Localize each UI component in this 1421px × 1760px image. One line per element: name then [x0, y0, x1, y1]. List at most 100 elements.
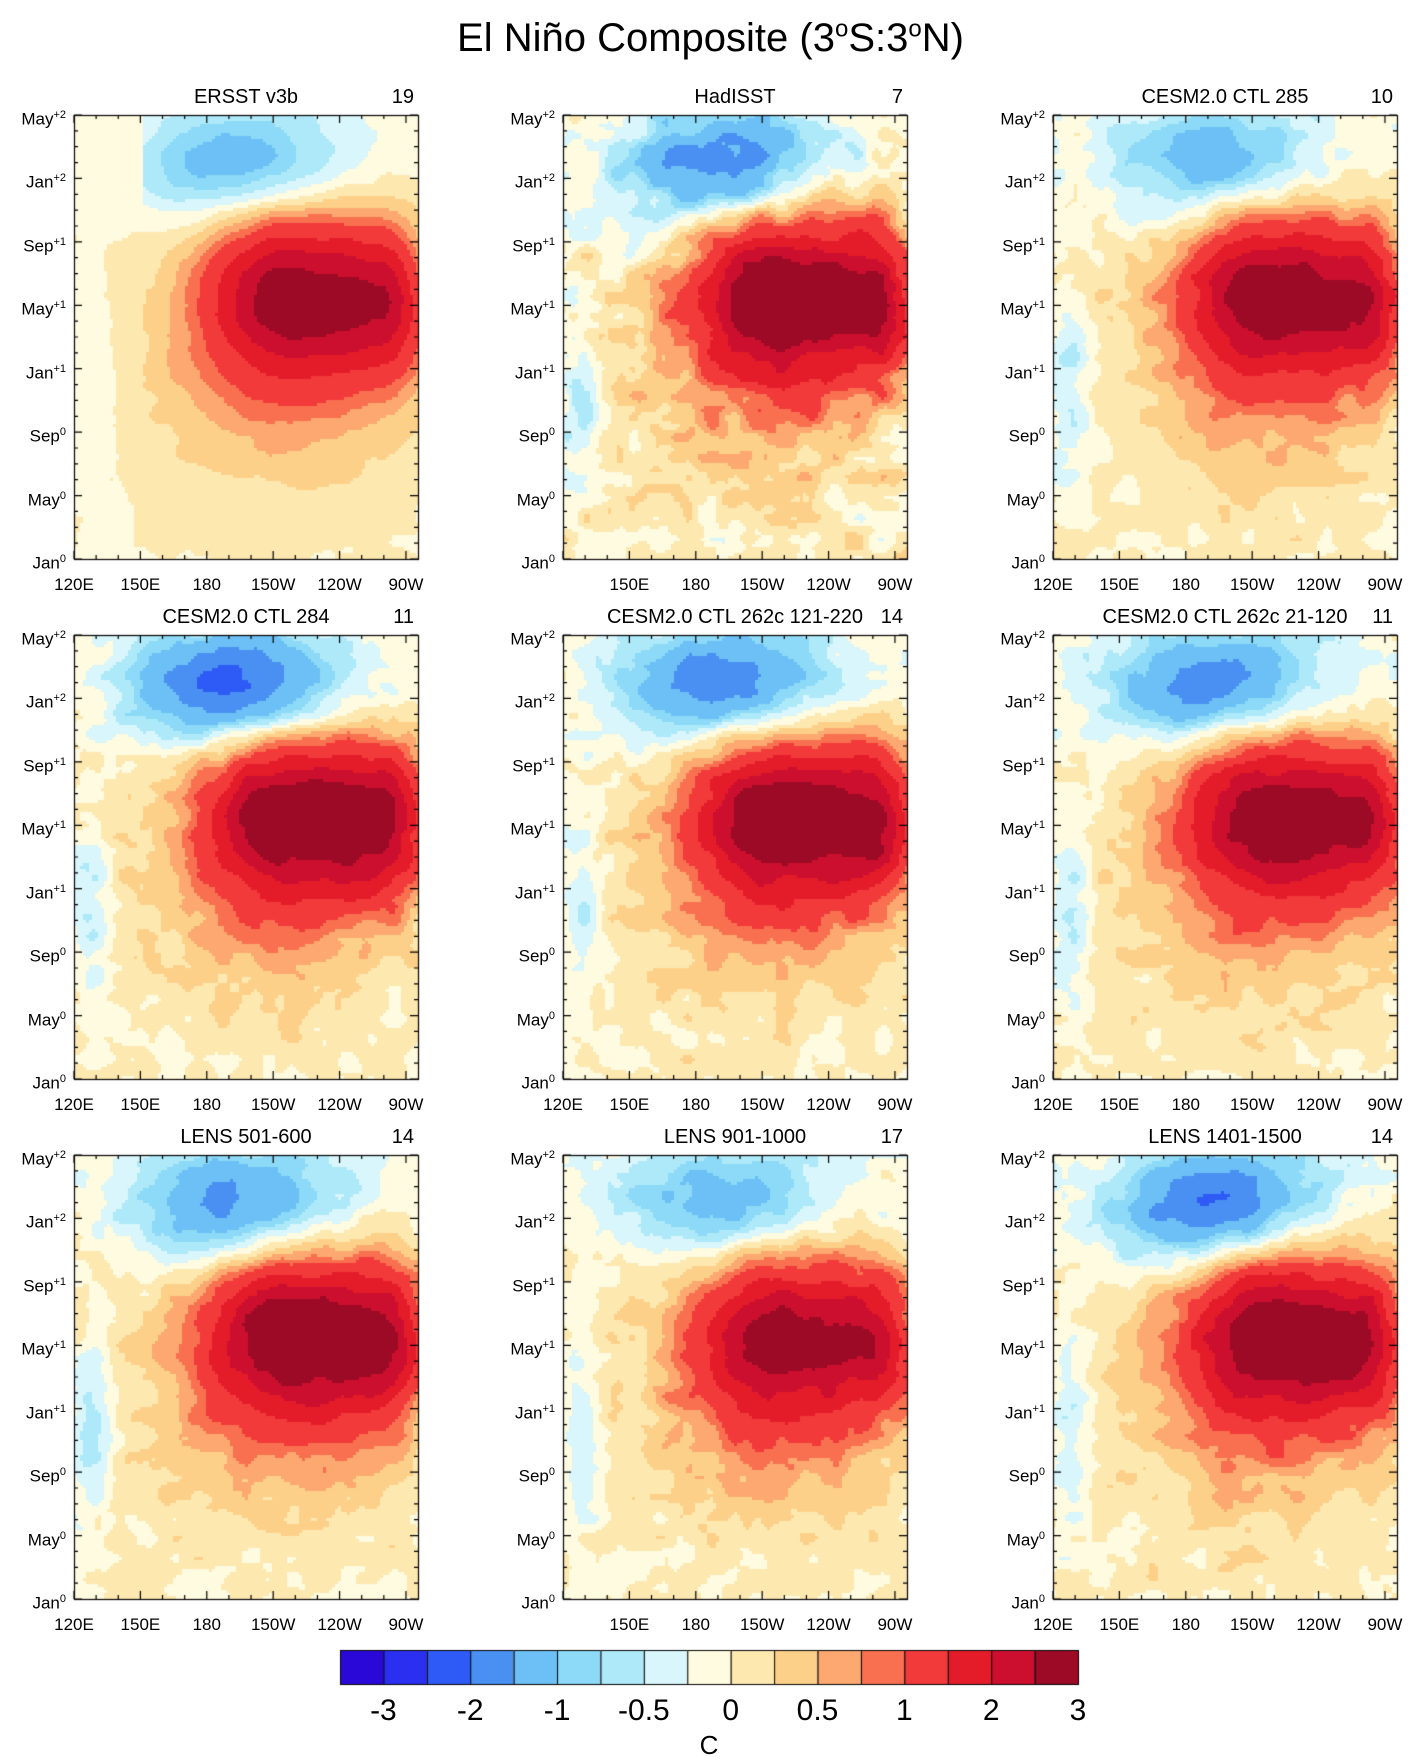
x-tick-label: 150E	[1099, 575, 1140, 594]
y-tick-label: Jan+2	[26, 692, 66, 713]
x-tick-label: 150E	[609, 1095, 650, 1114]
x-tick-label: 150W	[1229, 1615, 1275, 1634]
y-tick-label: Jan+2	[515, 692, 555, 713]
panel-title: HadISST	[694, 86, 776, 108]
x-tick-label: 90W	[388, 575, 424, 594]
x-tick-label: 150E	[120, 1095, 161, 1114]
y-tick-label: Jan+1	[1005, 362, 1045, 383]
y-tick-label: May+2	[21, 109, 66, 129]
x-tick-label: 120W	[1296, 1095, 1341, 1114]
colorbar-label: 1	[896, 1694, 913, 1727]
y-tick-label: May+1	[1000, 1339, 1045, 1359]
panel-count: 11	[1372, 606, 1393, 628]
x-tick-label: 150E	[120, 1615, 161, 1634]
colorbar-label: -0.5	[618, 1694, 670, 1727]
y-tick-label: Sep0	[29, 946, 66, 966]
y-tick-label: Sep0	[1008, 426, 1045, 446]
x-tick-label: 90W	[877, 1615, 913, 1634]
panel-title: CESM2.0 CTL 285	[1141, 86, 1309, 108]
x-tick-label: 180	[681, 1095, 710, 1114]
y-tick-label: May+1	[21, 1339, 66, 1359]
x-tick-label: 120W	[806, 575, 851, 594]
y-tick-label: Jan0	[32, 1073, 66, 1093]
colorbar-label: -1	[543, 1694, 571, 1727]
x-tick-label: 120W	[806, 1095, 851, 1114]
x-tick-label: 180	[192, 1095, 221, 1114]
y-tick-label: May+2	[510, 109, 555, 129]
y-tick-label: May+1	[21, 819, 66, 839]
y-tick-label: Jan+1	[1005, 882, 1045, 903]
y-tick-label: Jan+1	[515, 1402, 555, 1423]
y-tick-label: May0	[1006, 1529, 1045, 1550]
x-tick-label: 90W	[877, 1095, 913, 1114]
x-tick-label: 120E	[54, 575, 94, 594]
panel-count: 7	[891, 86, 903, 108]
y-tick-label: May+2	[1000, 629, 1045, 649]
y-tick-label: May+1	[1000, 299, 1045, 319]
x-tick-label: 180	[192, 1615, 221, 1634]
y-tick-label: Jan+1	[26, 1402, 66, 1423]
y-tick-label: Sep0	[1008, 946, 1045, 966]
y-tick-label: Sep0	[518, 1466, 555, 1486]
x-tick-label: 90W	[877, 575, 913, 594]
panel-count: 11	[393, 606, 414, 628]
colorbar-label: 0	[722, 1694, 740, 1727]
panel-count: 14	[1370, 1126, 1393, 1148]
x-tick-label: 150W	[250, 1095, 296, 1114]
y-tick-label: Jan0	[32, 553, 66, 573]
y-tick-label: May+1	[510, 1339, 555, 1359]
panel-count: 10	[1370, 86, 1393, 108]
colorbar-units: C	[699, 1730, 719, 1760]
colorbar-label: -3	[370, 1694, 397, 1727]
x-tick-label: 90W	[388, 1095, 424, 1114]
x-tick-label: 120E	[54, 1615, 94, 1634]
y-tick-label: Jan0	[521, 1593, 555, 1613]
x-tick-label: 150W	[739, 1615, 785, 1634]
y-tick-label: Jan+2	[1005, 172, 1045, 193]
y-tick-label: Sep+1	[1002, 755, 1045, 776]
x-tick-label: 150W	[1229, 1095, 1275, 1114]
x-tick-label: 150W	[250, 575, 296, 594]
panel-count: 14	[880, 606, 903, 628]
panel-title: LENS 901-1000	[663, 1126, 807, 1148]
y-tick-label: Sep0	[518, 946, 555, 966]
panel-count: 17	[880, 1126, 903, 1148]
panel-count: 19	[391, 86, 414, 108]
x-tick-label: 120E	[54, 1095, 94, 1114]
x-tick-label: 150E	[1099, 1615, 1140, 1634]
y-tick-label: Jan+1	[1005, 1402, 1045, 1423]
x-tick-label: 120W	[806, 1615, 851, 1634]
x-tick-label: 150W	[739, 1095, 785, 1114]
x-tick-label: 90W	[388, 1615, 424, 1634]
y-tick-label: Jan+2	[1005, 692, 1045, 713]
y-tick-label: Jan+1	[515, 882, 555, 903]
y-tick-label: May+2	[1000, 1149, 1045, 1169]
y-tick-label: Jan+2	[1005, 1212, 1045, 1233]
y-tick-label: Jan0	[1011, 553, 1045, 573]
x-tick-label: 90W	[1367, 1095, 1403, 1114]
x-tick-label: 90W	[1367, 575, 1403, 594]
y-tick-label: Sep0	[1008, 1466, 1045, 1486]
panel-title: CESM2.0 CTL 262c 21-120	[1102, 606, 1348, 628]
y-tick-label: Jan0	[32, 1593, 66, 1613]
y-tick-label: Sep+1	[23, 755, 66, 776]
y-tick-label: Jan+2	[515, 1212, 555, 1233]
x-tick-label: 150E	[609, 1615, 650, 1634]
colorbar-label: 2	[982, 1694, 1000, 1727]
panel-title: CESM2.0 CTL 262c 121-220	[606, 606, 864, 628]
x-tick-label: 180	[1171, 1095, 1200, 1114]
x-tick-label: 120W	[1296, 575, 1341, 594]
y-tick-label: Jan0	[1011, 1073, 1045, 1093]
y-tick-label: May0	[27, 1009, 66, 1030]
x-tick-label: 180	[681, 1615, 710, 1634]
y-tick-label: Sep0	[29, 426, 66, 446]
colorbar-label: -2	[456, 1694, 484, 1727]
x-tick-label: 180	[1171, 575, 1200, 594]
x-tick-label: 120W	[317, 1095, 362, 1114]
y-tick-label: Jan0	[521, 1073, 555, 1093]
y-tick-label: May0	[516, 1529, 555, 1550]
x-tick-label: 120E	[1033, 1095, 1073, 1114]
x-tick-label: 150W	[1229, 575, 1275, 594]
y-tick-label: May+2	[21, 629, 66, 649]
